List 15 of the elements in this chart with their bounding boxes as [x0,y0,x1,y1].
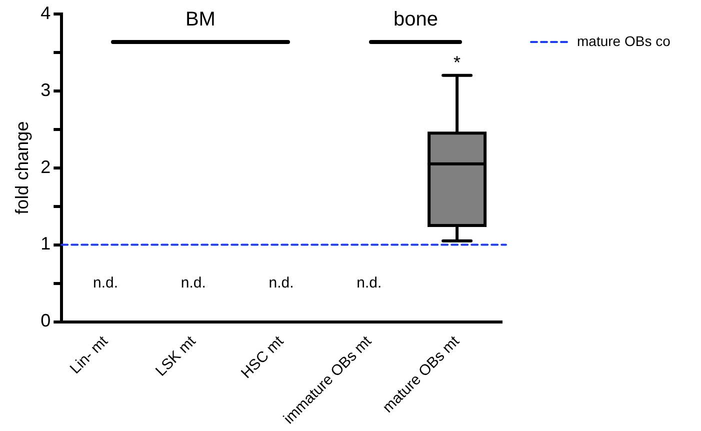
annotation: bone [394,8,438,30]
y-tick-label: 1 [40,234,51,254]
annotation: n.d. [268,274,294,292]
y-axis-title: fold change [12,121,32,214]
annotation: BM [185,8,216,30]
legend-label: mature OBs co [577,32,671,49]
annotation: n.d. [180,274,206,292]
annotation: n.d. [93,274,118,292]
y-tick-label: 3 [40,80,51,100]
y-tick-label: 4 [40,2,51,23]
x-tick-label: Lin- mt [66,332,112,378]
y-tick-label: 0 [40,310,51,331]
y-tick-label: 2 [40,156,51,177]
annotation: n.d. [356,274,382,292]
annotation: * [454,52,461,72]
